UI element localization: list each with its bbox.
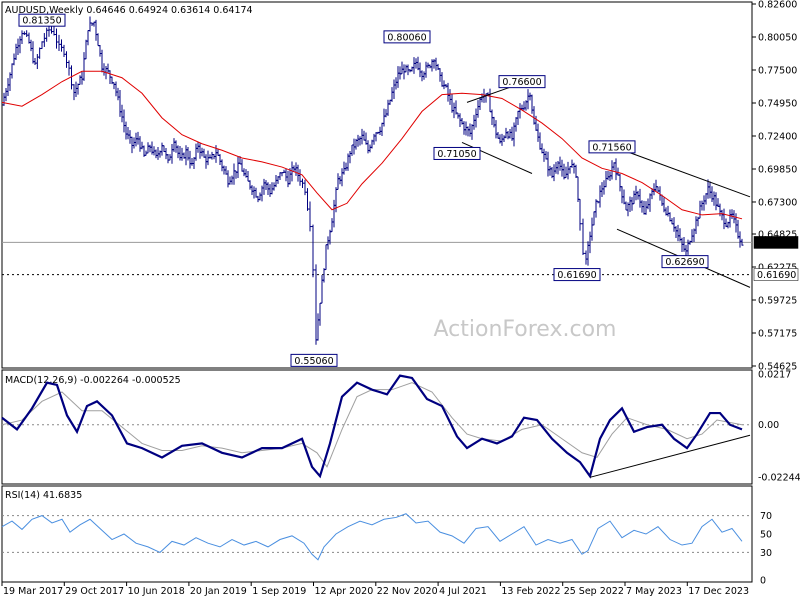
price-panel-title: AUDUSD,Weekly 0.64646 0.64924 0.63614 0.…: [5, 5, 253, 16]
axis-price-tag-bg: [753, 268, 799, 281]
macd-y-tick-label: 0.00: [758, 420, 779, 431]
rsi-panel-title: RSI(14) 41.6835: [5, 490, 82, 501]
price-y-tick-label: 0.72400: [758, 131, 797, 142]
price-y-tick-label: 0.54625: [758, 362, 797, 373]
price-annotation-box: [383, 30, 431, 44]
price-annotation-box: [553, 268, 601, 282]
price-annotation: 0.61690: [557, 270, 596, 281]
macd-line: [1, 374, 743, 479]
x-tick-label: 12 Apr 2020: [315, 586, 374, 597]
price-y-tick-label: 0.62275: [758, 263, 797, 274]
price-panel-frame: [1, 1, 753, 369]
watermark: ActionForex.com: [434, 317, 617, 342]
price-annotation: 0.71560: [592, 142, 631, 153]
x-tick-label: 20 Jan 2019: [190, 586, 247, 597]
price-annotation: 0.62690: [665, 257, 704, 268]
price-y-tick-label: 0.82600: [758, 0, 797, 11]
axis-price-tag-bg: [753, 236, 799, 249]
price-annotation: 0.55060: [294, 356, 333, 367]
price-annotation-box: [661, 255, 709, 269]
x-tick-label: 29 Oct 2017: [65, 586, 124, 597]
rsi-line: [1, 513, 743, 561]
price-y-tick-label: 0.69850: [758, 164, 797, 175]
price-y-tick-label: 0.74950: [758, 98, 797, 109]
x-tick-label: 10 Jun 2018: [128, 586, 185, 597]
price-annotation: 0.80060: [387, 32, 426, 43]
price-y-tick-label: 0.57175: [758, 329, 797, 340]
x-tick-label: 7 May 2023: [626, 586, 682, 597]
macd-y-tick-label: -0.022445: [758, 473, 800, 484]
price-y-tick-label: 0.59725: [758, 296, 797, 307]
price-annotation-box: [433, 146, 481, 160]
price-layer: 0.81350 0.80060 0.76600 0.71560 0.71050 0.626…: [1, 13, 752, 367]
x-tick-label: 19 Mar 2017: [3, 586, 63, 597]
moving-average-line: [1, 70, 743, 220]
axis-price-tag: 0.61690: [757, 270, 796, 281]
rsi-y-tick-label: 50: [760, 530, 772, 541]
price-y-tick-label: 0.80050: [758, 32, 797, 43]
price-y-tick-label: 0.77500: [758, 65, 797, 76]
price-annotation: 0.71050: [437, 149, 476, 160]
price-annotation-box: [498, 75, 546, 89]
rsi-panel-frame: [1, 485, 753, 583]
price-annotation: 0.76600: [502, 77, 541, 88]
macd-panel-title: MACD(12,26,9) -0.002264 -0.000525: [5, 375, 181, 386]
macd-y-tick-label: 0.0217: [758, 370, 791, 381]
axis-price-tag: 0.64174: [757, 238, 796, 249]
x-tick-label: 4 Jul 2021: [439, 586, 487, 597]
x-tick-label: 17 Dec 2023: [688, 586, 749, 597]
rsi-y-tick-label: 30: [760, 548, 772, 559]
price-y-tick-label: 0.67300: [758, 197, 797, 208]
macd-trendline: [589, 434, 751, 478]
price-annotation-box: [18, 13, 66, 27]
x-tick-label: 13 Feb 2022: [501, 586, 560, 597]
x-tick-label: 22 Nov 2020: [377, 586, 438, 597]
price-annotation-box: [588, 140, 636, 154]
rsi-layer: [1, 513, 752, 561]
price-trendline: [613, 146, 751, 198]
macd-layer: [1, 374, 752, 479]
price-annotation-box: [290, 353, 338, 367]
x-tick-label: 25 Sep 2022: [564, 586, 624, 597]
rsi-y-tick-label: 0: [760, 576, 766, 587]
x-tick-label: 1 Sep 2019: [252, 586, 306, 597]
price-y-tick-label: 0.64825: [758, 230, 797, 241]
macd-panel-frame: [1, 369, 753, 485]
price-annotation: 0.81350: [22, 16, 61, 27]
rsi-y-tick-label: 70: [760, 511, 772, 522]
